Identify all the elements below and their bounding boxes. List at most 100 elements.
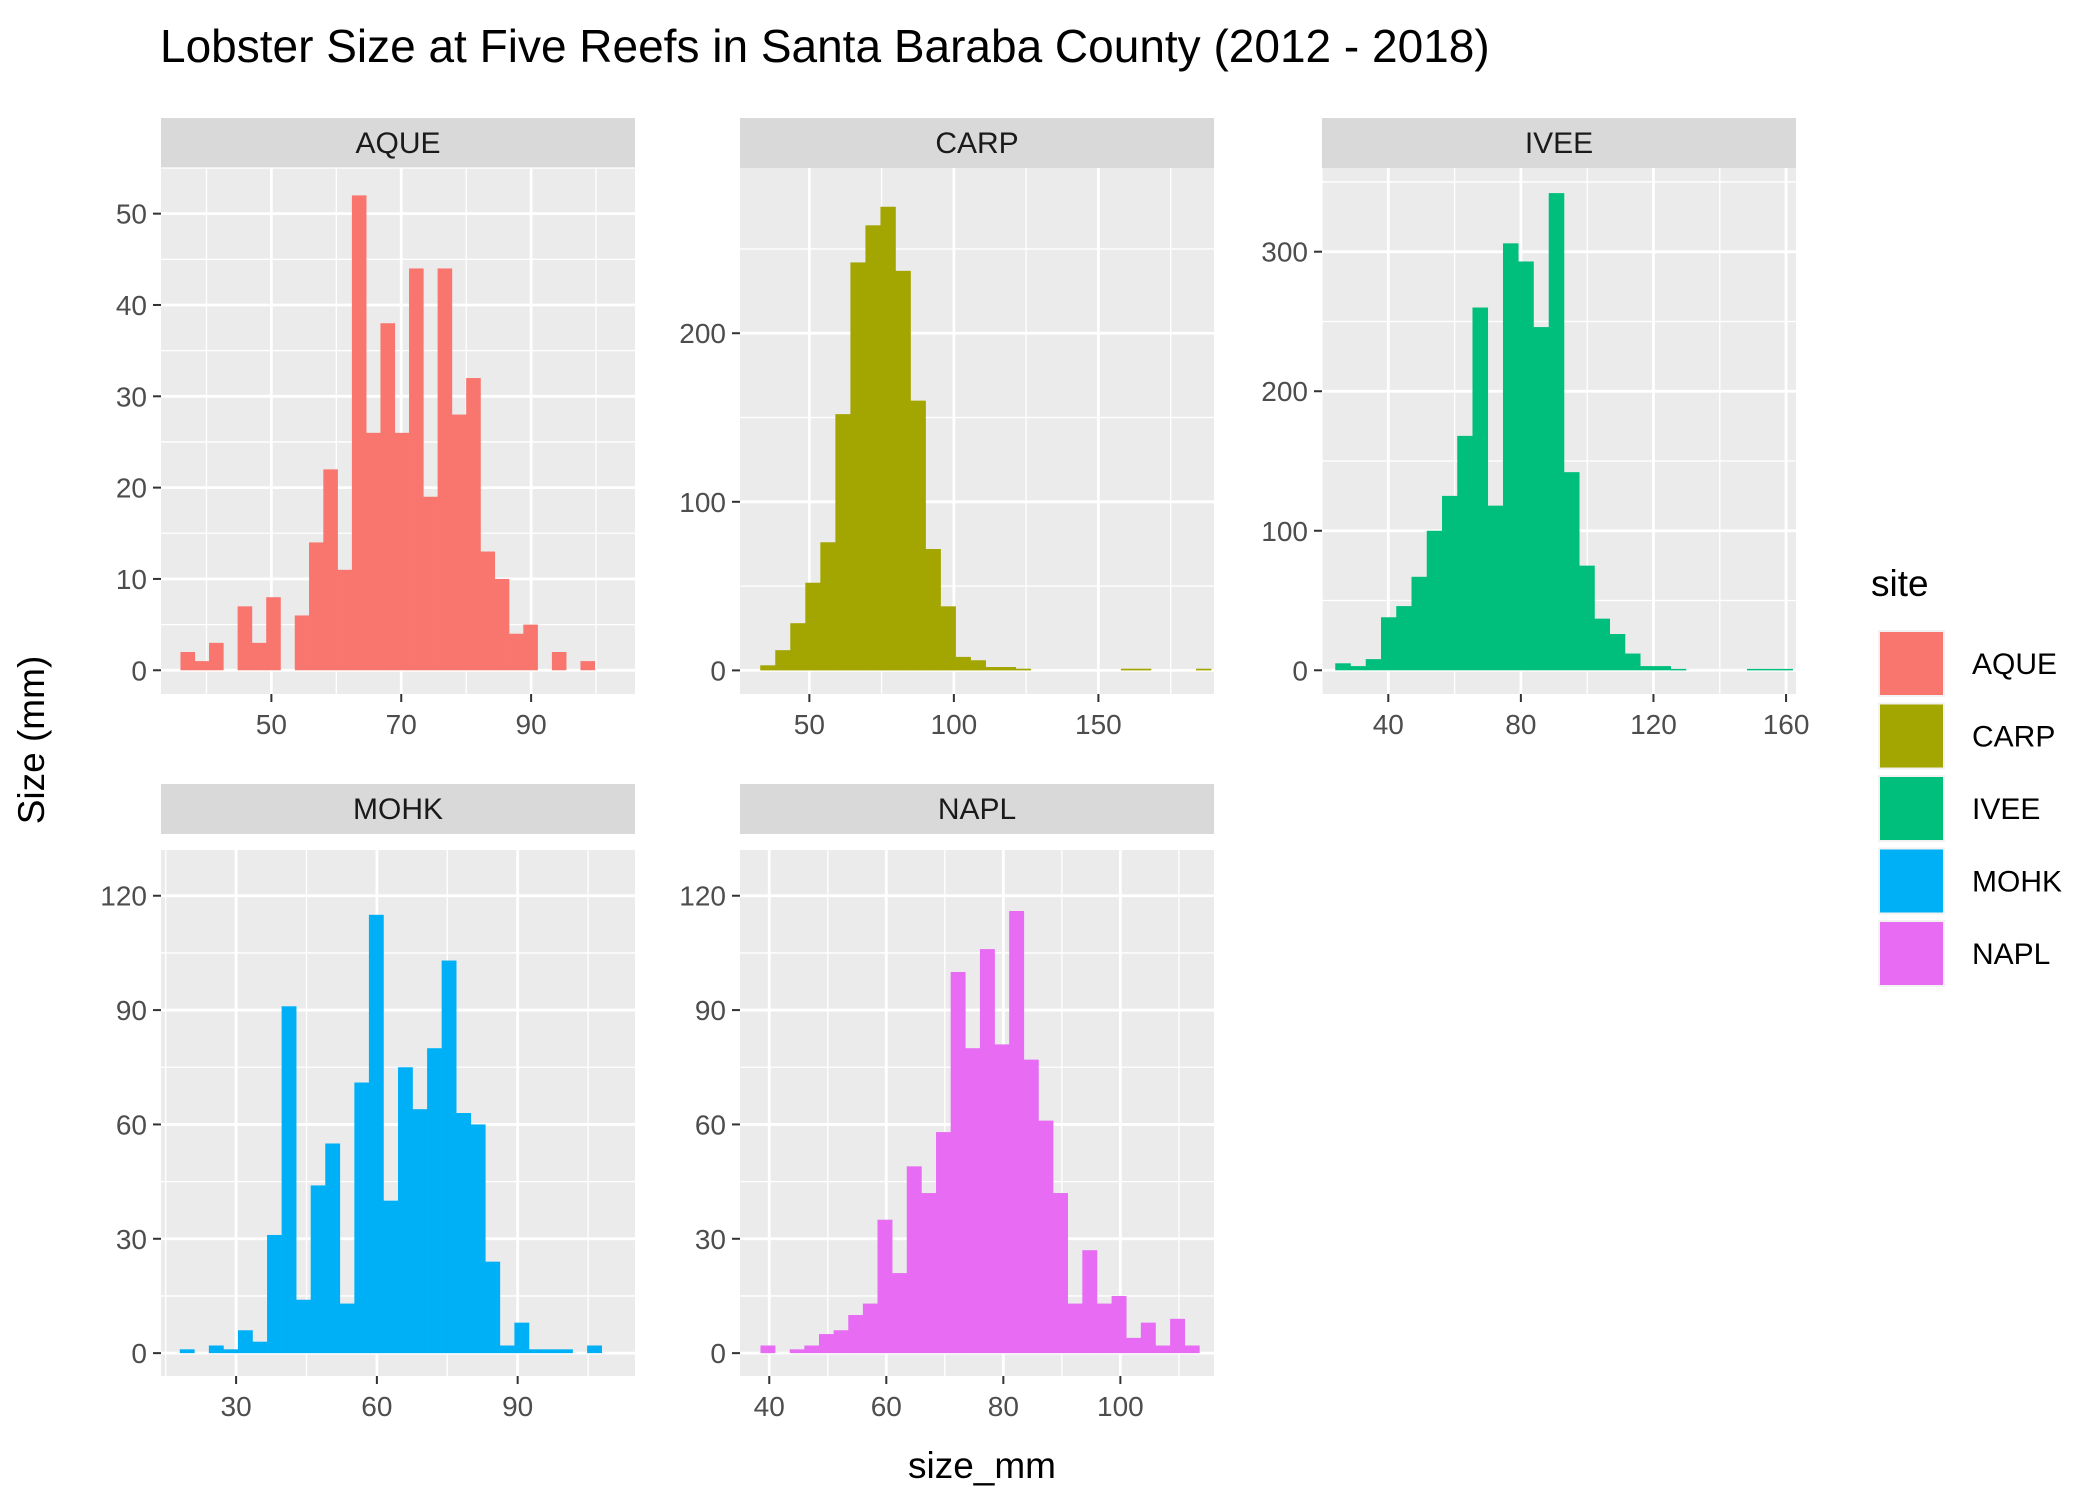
histogram-bar <box>804 1345 820 1354</box>
y-tick-label: 20 <box>116 473 147 504</box>
legend-label: AQUE <box>1972 648 2057 681</box>
histogram-bar <box>1746 668 1763 671</box>
y-tick-label: 120 <box>679 881 726 912</box>
histogram-bar <box>294 615 310 671</box>
histogram-bar <box>1441 495 1458 671</box>
histogram-bar <box>1518 261 1534 671</box>
facet-strip-label: IVEE <box>1525 127 1593 160</box>
histogram-bar <box>910 400 926 671</box>
y-tick-label: 10 <box>116 564 147 595</box>
histogram-bar <box>1350 666 1367 671</box>
facet-strip <box>161 784 635 834</box>
histogram-bar <box>323 469 338 671</box>
histogram-bar <box>877 1219 893 1354</box>
histogram-bar <box>509 633 524 671</box>
histogram-bar <box>1624 653 1641 671</box>
histogram-bar <box>180 651 196 671</box>
histogram-bar <box>936 1132 951 1354</box>
histogram-bar <box>1140 1322 1156 1354</box>
x-tick-label: 60 <box>871 1391 902 1422</box>
histogram-bar <box>194 661 210 671</box>
y-tick-label: 100 <box>1261 516 1308 547</box>
x-tick-label: 70 <box>386 709 417 740</box>
histogram-bar <box>456 1113 472 1354</box>
histogram-bar <box>1579 565 1595 671</box>
histogram-bar <box>819 1334 834 1354</box>
histogram-bar <box>805 582 821 671</box>
histogram-bar <box>325 1143 341 1354</box>
histogram-bar <box>994 1044 1010 1354</box>
x-tick-label: 90 <box>516 709 547 740</box>
histogram-bar <box>558 1349 573 1354</box>
histogram-bar <box>251 642 267 671</box>
y-tick-label: 0 <box>131 1338 147 1369</box>
histogram-bar <box>514 1322 530 1354</box>
histogram-bar <box>339 1303 355 1354</box>
facet-strip <box>740 118 1214 168</box>
legend-key-aque <box>1880 632 1943 695</box>
histogram-bar <box>1067 1303 1083 1354</box>
histogram-bar <box>1023 1059 1039 1354</box>
histogram-bar <box>880 206 896 671</box>
histogram-bar <box>1457 435 1473 671</box>
histogram-bar <box>848 1315 864 1354</box>
legend-label: MOHK <box>1972 866 2062 899</box>
histogram-bars <box>180 195 596 671</box>
histogram-bar <box>337 569 353 671</box>
histogram-bar <box>820 542 836 671</box>
legend-label: CARP <box>1972 721 2055 754</box>
y-tick-label: 30 <box>116 1224 147 1255</box>
histogram-bar <box>1155 1345 1171 1354</box>
histogram-bar <box>179 1349 195 1354</box>
histogram-bar <box>1000 667 1017 671</box>
histogram-bar <box>398 1067 413 1354</box>
y-tick-label: 90 <box>116 995 147 1026</box>
histogram-bar <box>775 650 791 671</box>
histogram-bar <box>1609 634 1626 671</box>
histogram-bar <box>551 651 567 671</box>
histogram-bar <box>970 660 986 671</box>
histogram-bar <box>1038 1120 1054 1354</box>
histogram-bar <box>480 551 496 671</box>
histogram-bar <box>1777 668 1793 671</box>
histogram-bar <box>790 623 806 671</box>
histogram-bar <box>1184 1345 1200 1354</box>
histogram-bar <box>789 1349 805 1354</box>
histogram-bar <box>281 1006 297 1354</box>
histogram-bar <box>833 1330 849 1354</box>
facet-panels: AQUE 0 10 20 30 40 50 50 70 90 CARP 0 100 200 50 100 150… <box>100 118 1809 1422</box>
histogram-bar <box>862 1303 878 1354</box>
histogram-bar <box>906 1166 922 1354</box>
x-tick-label: 100 <box>931 709 978 740</box>
x-tick-label: 80 <box>988 1391 1019 1422</box>
y-tick-label: 200 <box>1261 376 1308 407</box>
panel-napl: NAPL 0 30 60 90 120 40 60 80 100 <box>679 784 1214 1422</box>
histogram-bar <box>523 624 538 671</box>
legend-title: site <box>1871 563 1929 604</box>
histogram-bar <box>351 195 367 671</box>
histogram-bar <box>835 414 851 671</box>
y-tick-label: 300 <box>1261 237 1308 268</box>
histogram-bar <box>1082 1250 1098 1354</box>
histogram-bar <box>1487 505 1504 671</box>
facet-strip <box>1322 118 1796 168</box>
histogram-bars <box>760 206 1212 671</box>
histogram-bar <box>1670 668 1687 671</box>
histogram-bar <box>208 1345 224 1354</box>
histogram-bar <box>1396 606 1412 671</box>
histogram-bar <box>895 270 911 671</box>
histogram-bar <box>1335 663 1351 671</box>
histogram-bar <box>485 1261 501 1354</box>
legend-key-carp <box>1880 704 1943 768</box>
x-tick-label: 60 <box>361 1391 392 1422</box>
x-tick-label: 90 <box>502 1391 533 1422</box>
x-tick-label: 120 <box>1630 709 1677 740</box>
histogram-bar <box>1381 617 1397 671</box>
histogram-bar <box>1135 668 1152 671</box>
y-tick-label: 50 <box>116 199 147 230</box>
panel-carp: CARP 0 100 200 50 100 150 <box>679 118 1214 740</box>
histogram-bar <box>528 1349 544 1354</box>
histogram-bar <box>1009 910 1025 1354</box>
panel-mohk: MOHK 0 30 60 90 120 30 60 90 <box>100 784 635 1422</box>
